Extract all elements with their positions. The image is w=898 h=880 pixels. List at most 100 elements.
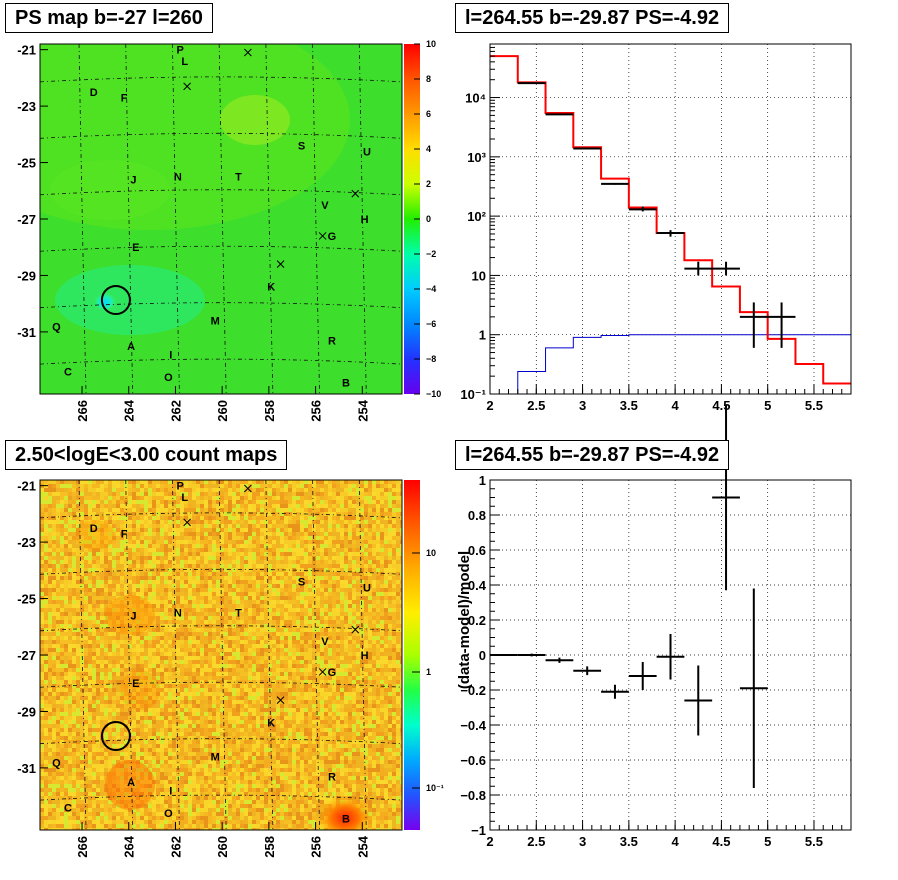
x-tick-label: 3 bbox=[579, 834, 586, 849]
source-label: V bbox=[321, 200, 329, 212]
source-label: C bbox=[64, 366, 72, 378]
x-tick-label: 2.5 bbox=[527, 834, 545, 849]
x-tick-label: 256 bbox=[309, 836, 324, 858]
source-label: F bbox=[121, 529, 128, 541]
source-label: A bbox=[127, 341, 135, 353]
source-label: T bbox=[235, 608, 242, 620]
x-tick-label: 4.5 bbox=[712, 834, 730, 849]
source-label: H bbox=[361, 650, 369, 662]
source-label: L bbox=[181, 56, 188, 68]
colorbar-tick-label: 8 bbox=[426, 74, 431, 84]
y-tick-label: -25 bbox=[17, 156, 36, 171]
y-tick-label: -27 bbox=[17, 648, 36, 663]
source-label: C bbox=[64, 802, 72, 814]
x-tick-label: 3.5 bbox=[620, 398, 638, 413]
source-label: B bbox=[342, 814, 350, 826]
colorbar-tick-label: 1 bbox=[426, 667, 431, 677]
y-tick-label: -21 bbox=[17, 43, 36, 58]
x-tick-label: 258 bbox=[262, 836, 277, 858]
source-label: D bbox=[90, 87, 98, 99]
source-label: U bbox=[363, 582, 371, 594]
source-label: I bbox=[169, 349, 172, 361]
residual-ylabel: (data-model)/model bbox=[456, 551, 473, 689]
source-label: Q bbox=[52, 321, 61, 333]
x-tick-label: 5 bbox=[764, 834, 771, 849]
x-tick-label: 2.5 bbox=[527, 398, 545, 413]
source-label: J bbox=[130, 174, 136, 186]
source-label: P bbox=[176, 45, 183, 57]
source-label: R bbox=[328, 335, 336, 347]
colorbar-tick-label: −10 bbox=[426, 389, 441, 399]
colorbar-tick-label: −6 bbox=[426, 319, 436, 329]
y-tick-label: -21 bbox=[17, 479, 36, 494]
source-label: M bbox=[211, 752, 220, 764]
y-tick-label: -25 bbox=[17, 592, 36, 607]
x-tick-label: 264 bbox=[122, 399, 137, 421]
y-tick-label: -29 bbox=[17, 704, 36, 719]
x-tick-label: 5 bbox=[764, 398, 771, 413]
y-tick-label: −1 bbox=[471, 823, 486, 838]
y-tick-label: -31 bbox=[17, 761, 36, 776]
source-label: E bbox=[132, 678, 139, 690]
source-label: K bbox=[267, 282, 275, 294]
y-tick-label: -23 bbox=[17, 535, 36, 550]
y-tick-label: 0.8 bbox=[468, 508, 486, 523]
colorbar-tick-label: 4 bbox=[426, 144, 431, 154]
source-label: T bbox=[235, 172, 242, 184]
y-tick-label: 10⁴ bbox=[465, 91, 486, 106]
colorbar-tick-label: 2 bbox=[426, 179, 431, 189]
x-tick-label: 3 bbox=[579, 398, 586, 413]
x-tick-label: 262 bbox=[168, 836, 183, 858]
source-label: V bbox=[321, 636, 329, 648]
source-label: G bbox=[328, 231, 337, 243]
colorbar-tick-label: −8 bbox=[426, 354, 436, 364]
y-tick-label: 10³ bbox=[467, 150, 486, 165]
x-tick-label: 4 bbox=[672, 398, 680, 413]
y-tick-label: −0.8 bbox=[460, 788, 486, 803]
y-tick-label: 10 bbox=[472, 268, 486, 283]
x-tick-label: 5.5 bbox=[805, 834, 823, 849]
y-tick-label: −0.6 bbox=[460, 753, 486, 768]
x-tick-label: 260 bbox=[215, 836, 230, 858]
source-label: S bbox=[298, 577, 305, 589]
source-label: O bbox=[164, 372, 173, 384]
source-label: D bbox=[90, 523, 98, 535]
source-label: U bbox=[363, 146, 371, 158]
x-tick-label: 2 bbox=[486, 834, 493, 849]
x-tick-label: 266 bbox=[75, 836, 90, 858]
y-tick-label: -23 bbox=[17, 99, 36, 114]
y-tick-label: -27 bbox=[17, 212, 36, 227]
colorbar-tick-label: 10 bbox=[426, 548, 436, 558]
source-label: E bbox=[132, 242, 139, 254]
x-tick-label: 2 bbox=[486, 398, 493, 413]
source-label: I bbox=[169, 785, 172, 797]
source-label: K bbox=[267, 718, 275, 730]
source-label: P bbox=[176, 481, 183, 493]
source-label: B bbox=[342, 378, 350, 390]
colorbar-tick-label: 0 bbox=[426, 214, 431, 224]
y-tick-label: -29 bbox=[17, 268, 36, 283]
x-tick-label: 4.5 bbox=[712, 398, 730, 413]
y-tick-label: 0 bbox=[479, 648, 486, 663]
y-tick-label: -31 bbox=[17, 325, 36, 340]
y-tick-label: 1 bbox=[479, 473, 486, 488]
source-label: M bbox=[211, 316, 220, 328]
colorbar-tick-label: 6 bbox=[426, 109, 431, 119]
x-tick-label: 258 bbox=[262, 400, 277, 422]
source-label: O bbox=[164, 808, 173, 820]
x-tick-label: 256 bbox=[309, 400, 324, 422]
source-label: H bbox=[361, 214, 369, 226]
y-tick-label: 10⁻¹ bbox=[460, 387, 486, 402]
source-label: F bbox=[121, 93, 128, 105]
y-tick-label: 10² bbox=[467, 209, 486, 224]
x-tick-label: 254 bbox=[355, 835, 370, 857]
x-tick-label: 5.5 bbox=[805, 398, 823, 413]
x-tick-label: 264 bbox=[122, 835, 137, 857]
colorbar-tick-label: 10⁻¹ bbox=[426, 783, 444, 793]
